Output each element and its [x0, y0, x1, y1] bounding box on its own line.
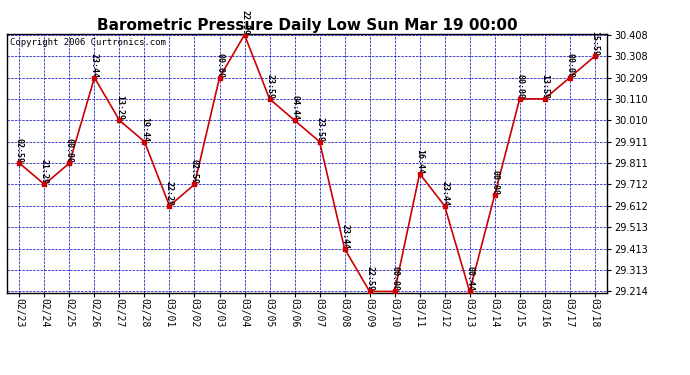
- Point: [389, 288, 400, 294]
- Text: 13:59: 13:59: [540, 74, 549, 99]
- Text: 22:59: 22:59: [365, 266, 374, 291]
- Text: 02:59: 02:59: [15, 138, 24, 163]
- Text: 23:44: 23:44: [340, 224, 349, 249]
- Point: [14, 160, 25, 166]
- Point: [364, 288, 375, 294]
- Point: [264, 96, 275, 102]
- Text: 00:00: 00:00: [515, 74, 524, 99]
- Point: [139, 139, 150, 145]
- Point: [439, 203, 450, 209]
- Text: 22:59: 22:59: [240, 10, 249, 35]
- Text: 02:59: 02:59: [190, 159, 199, 184]
- Point: [89, 75, 100, 81]
- Text: 23:59: 23:59: [315, 117, 324, 142]
- Text: 00:00: 00:00: [65, 138, 74, 163]
- Text: 19:44: 19:44: [140, 117, 149, 142]
- Text: 23:44: 23:44: [90, 53, 99, 78]
- Text: 21:29: 21:29: [40, 159, 49, 184]
- Text: 00:44: 00:44: [465, 266, 474, 291]
- Point: [489, 192, 500, 198]
- Text: 15:59: 15:59: [590, 32, 599, 56]
- Point: [514, 96, 525, 102]
- Text: 00:00: 00:00: [215, 53, 224, 78]
- Text: 00:00: 00:00: [490, 170, 499, 195]
- Point: [314, 139, 325, 145]
- Point: [289, 117, 300, 123]
- Point: [189, 182, 200, 188]
- Point: [39, 182, 50, 188]
- Point: [164, 203, 175, 209]
- Point: [114, 117, 125, 123]
- Text: 23:59: 23:59: [265, 74, 274, 99]
- Point: [464, 288, 475, 294]
- Text: 00:00: 00:00: [565, 53, 574, 78]
- Point: [564, 75, 575, 81]
- Point: [239, 32, 250, 38]
- Text: 23:44: 23:44: [440, 181, 449, 206]
- Point: [339, 246, 350, 252]
- Point: [539, 96, 550, 102]
- Point: [414, 171, 425, 177]
- Title: Barometric Pressure Daily Low Sun Mar 19 00:00: Barometric Pressure Daily Low Sun Mar 19…: [97, 18, 518, 33]
- Text: 00:00: 00:00: [390, 266, 399, 291]
- Text: 16:44: 16:44: [415, 148, 424, 174]
- Point: [589, 53, 600, 59]
- Text: 04:44: 04:44: [290, 95, 299, 120]
- Text: 13:29: 13:29: [115, 95, 124, 120]
- Text: 22:29: 22:29: [165, 181, 174, 206]
- Text: Copyright 2006 Curtronics.com: Copyright 2006 Curtronics.com: [10, 38, 166, 46]
- Point: [64, 160, 75, 166]
- Point: [214, 75, 225, 81]
